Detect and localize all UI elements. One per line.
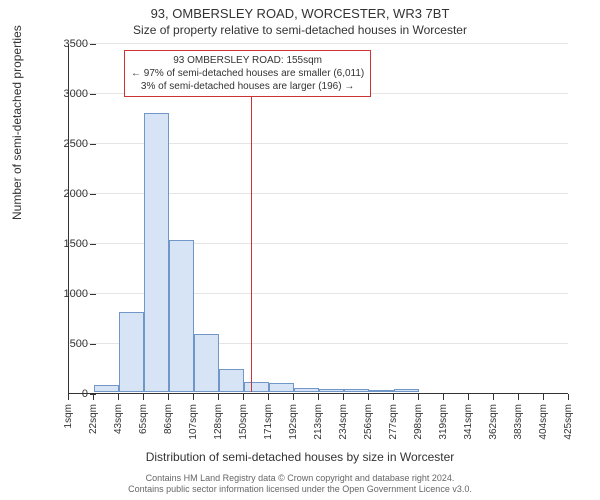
- x-tick-label: 213sqm: [313, 404, 324, 449]
- histogram-bar: [269, 383, 294, 392]
- annotation-line: 93 OMBERSLEY ROAD: 155sqm: [131, 54, 364, 67]
- x-tick: [468, 394, 469, 400]
- page-title: 93, OMBERSLEY ROAD, WORCESTER, WR3 7BT: [0, 0, 600, 21]
- histogram-bar: [144, 113, 169, 392]
- x-tick-label: 256sqm: [363, 404, 374, 449]
- histogram-bar: [194, 334, 219, 392]
- histogram-bar: [394, 389, 419, 392]
- y-tick: [90, 194, 96, 195]
- histogram-bar: [344, 389, 369, 392]
- x-tick-label: 43sqm: [113, 404, 124, 449]
- x-tick: [543, 394, 544, 400]
- x-tick-label: 150sqm: [238, 404, 249, 449]
- y-tick-label: 2000: [64, 188, 88, 200]
- x-tick-label: 383sqm: [513, 404, 524, 449]
- x-tick: [293, 394, 294, 400]
- footer-line2: Contains public sector information licen…: [0, 484, 600, 496]
- x-tick: [318, 394, 319, 400]
- x-tick: [243, 394, 244, 400]
- histogram-bar: [219, 369, 244, 392]
- x-tick: [343, 394, 344, 400]
- x-tick-label: 234sqm: [338, 404, 349, 449]
- histogram-bar: [119, 312, 144, 392]
- y-tick-label: 1000: [64, 288, 88, 300]
- x-tick: [518, 394, 519, 400]
- x-tick-label: 171sqm: [263, 404, 274, 449]
- y-tick-label: 1500: [64, 238, 88, 250]
- x-tick: [368, 394, 369, 400]
- x-tick: [443, 394, 444, 400]
- x-tick: [218, 394, 219, 400]
- chart-area: 93 OMBERSLEY ROAD: 155sqm← 97% of semi-d…: [68, 44, 568, 394]
- y-tick: [90, 44, 96, 45]
- reference-line: [251, 92, 252, 392]
- x-tick-label: 1sqm: [63, 404, 74, 449]
- x-tick-label: 404sqm: [538, 404, 549, 449]
- x-tick-label: 319sqm: [438, 404, 449, 449]
- page-subtitle: Size of property relative to semi-detach…: [0, 21, 600, 37]
- y-tick: [90, 294, 96, 295]
- y-tick-label: 2500: [64, 138, 88, 150]
- x-tick-label: 107sqm: [188, 404, 199, 449]
- x-tick: [118, 394, 119, 400]
- x-tick: [68, 394, 69, 400]
- x-tick: [168, 394, 169, 400]
- x-tick: [268, 394, 269, 400]
- x-tick-label: 128sqm: [213, 404, 224, 449]
- x-tick-label: 277sqm: [388, 404, 399, 449]
- x-tick: [418, 394, 419, 400]
- y-tick-label: 3000: [64, 88, 88, 100]
- histogram-bar: [294, 388, 319, 392]
- x-axis-title: Distribution of semi-detached houses by …: [0, 450, 600, 464]
- y-axis-title: Number of semi-detached properties: [10, 25, 24, 220]
- y-tick-label: 500: [70, 338, 88, 350]
- y-tick: [90, 94, 96, 95]
- histogram-bar: [94, 385, 119, 392]
- histogram-bar: [244, 382, 269, 392]
- x-tick: [93, 394, 94, 400]
- x-tick-label: 192sqm: [288, 404, 299, 449]
- plot-region: 93 OMBERSLEY ROAD: 155sqm← 97% of semi-d…: [68, 44, 568, 394]
- y-tick-label: 0: [82, 388, 88, 400]
- x-tick: [393, 394, 394, 400]
- x-tick-label: 425sqm: [563, 404, 574, 449]
- y-tick: [90, 144, 96, 145]
- x-tick: [193, 394, 194, 400]
- x-tick-label: 341sqm: [463, 404, 474, 449]
- histogram-bar: [319, 389, 344, 392]
- x-tick-label: 22sqm: [88, 404, 99, 449]
- footer-line1: Contains HM Land Registry data © Crown c…: [0, 473, 600, 485]
- x-tick: [143, 394, 144, 400]
- y-tick: [90, 244, 96, 245]
- x-tick: [493, 394, 494, 400]
- histogram-bar: [169, 240, 194, 392]
- chart-container: 93, OMBERSLEY ROAD, WORCESTER, WR3 7BT S…: [0, 0, 600, 500]
- annotation-line: ← 97% of semi-detached houses are smalle…: [131, 67, 364, 80]
- x-tick-label: 65sqm: [138, 404, 149, 449]
- annotation-box: 93 OMBERSLEY ROAD: 155sqm← 97% of semi-d…: [124, 50, 371, 97]
- footer-attribution: Contains HM Land Registry data © Crown c…: [0, 473, 600, 496]
- x-tick-label: 362sqm: [488, 404, 499, 449]
- y-tick: [90, 344, 96, 345]
- histogram-bar: [369, 390, 394, 392]
- grid-line: [69, 43, 568, 44]
- y-tick-label: 3500: [64, 38, 88, 50]
- x-tick: [568, 394, 569, 400]
- x-tick-label: 298sqm: [413, 404, 424, 449]
- x-tick-label: 86sqm: [163, 404, 174, 449]
- annotation-line: 3% of semi-detached houses are larger (1…: [131, 80, 364, 93]
